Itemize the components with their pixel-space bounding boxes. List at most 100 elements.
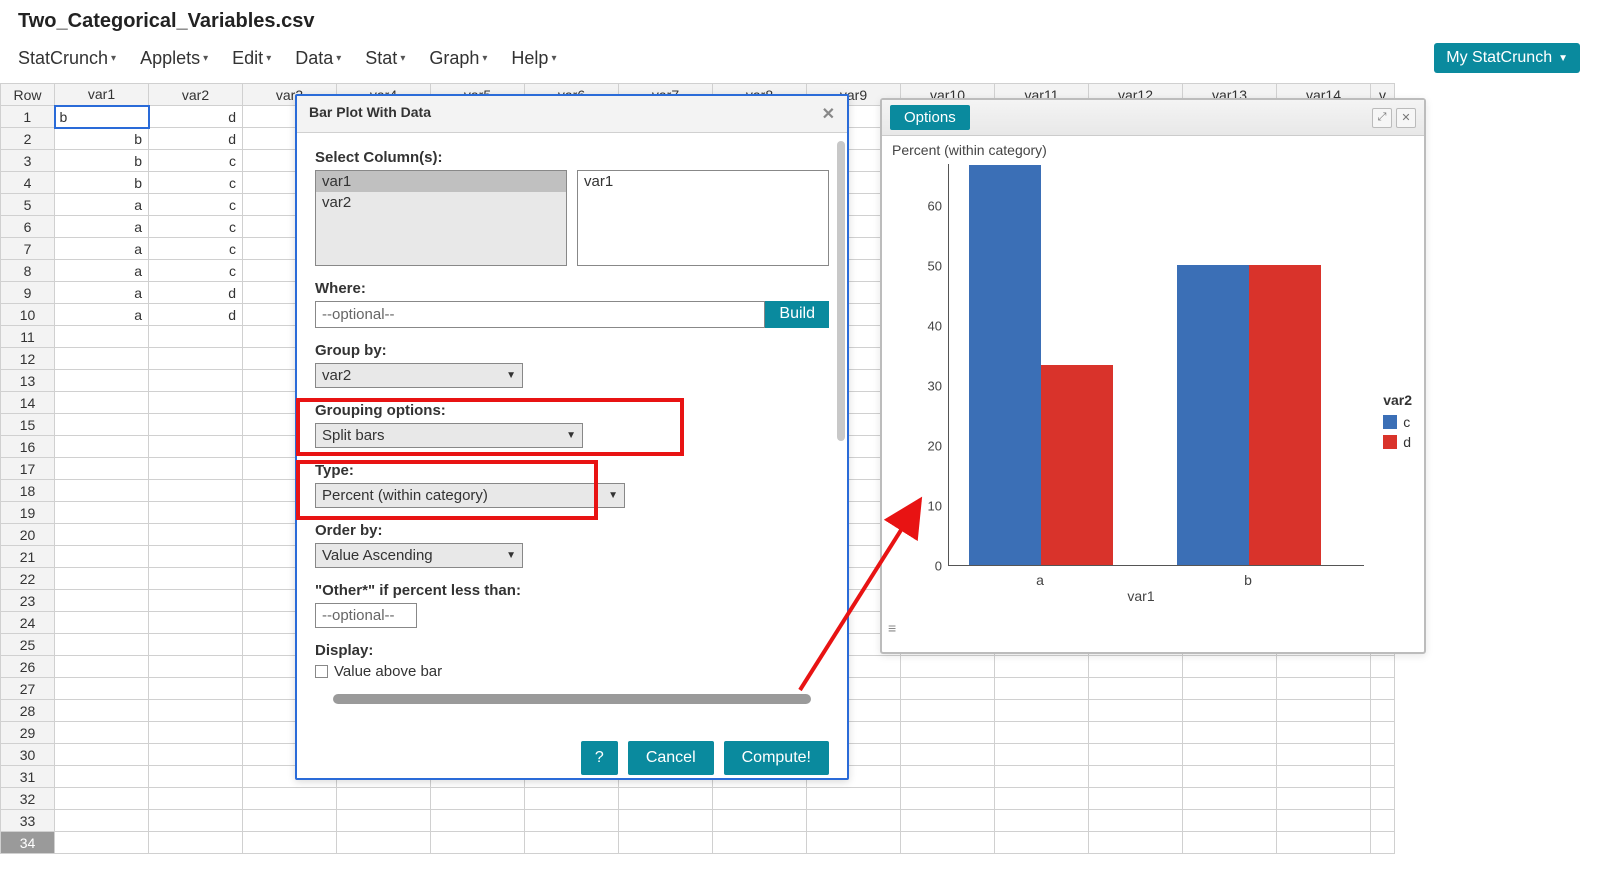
cell[interactable] xyxy=(149,722,243,744)
cell[interactable] xyxy=(995,832,1089,854)
list-option[interactable]: var2 xyxy=(316,192,566,213)
cell[interactable] xyxy=(713,810,807,832)
hamburger-icon[interactable]: ≡ xyxy=(888,620,896,636)
cell[interactable]: b xyxy=(55,128,149,150)
row-number[interactable]: 22 xyxy=(1,568,55,590)
cell[interactable] xyxy=(901,766,995,788)
row-number[interactable]: 25 xyxy=(1,634,55,656)
row-number[interactable]: 17 xyxy=(1,458,55,480)
row-number[interactable]: 6 xyxy=(1,216,55,238)
row-number[interactable]: 2 xyxy=(1,128,55,150)
cell[interactable] xyxy=(55,678,149,700)
cell[interactable] xyxy=(807,810,901,832)
cell[interactable] xyxy=(901,810,995,832)
cell[interactable] xyxy=(55,832,149,854)
list-option[interactable]: var1 xyxy=(316,171,566,192)
cell[interactable] xyxy=(149,502,243,524)
cell[interactable] xyxy=(149,524,243,546)
available-columns-list[interactable]: var1var2 xyxy=(315,170,567,266)
row-number[interactable]: 7 xyxy=(1,238,55,260)
cell[interactable] xyxy=(1183,722,1277,744)
cell[interactable] xyxy=(995,788,1089,810)
cell[interactable] xyxy=(995,700,1089,722)
menu-stat[interactable]: Stat▾ xyxy=(365,48,405,69)
help-button[interactable]: ? xyxy=(581,741,618,775)
cell[interactable] xyxy=(55,348,149,370)
row-number[interactable]: 10 xyxy=(1,304,55,326)
cell[interactable] xyxy=(431,832,525,854)
grouping-options-select[interactable]: Split bars▼ xyxy=(315,423,583,448)
row-number[interactable]: 13 xyxy=(1,370,55,392)
cell[interactable] xyxy=(1277,700,1371,722)
row-number[interactable]: 8 xyxy=(1,260,55,282)
row-number[interactable]: 9 xyxy=(1,282,55,304)
cell[interactable] xyxy=(55,568,149,590)
cell[interactable]: d xyxy=(149,106,243,128)
cell[interactable] xyxy=(1277,744,1371,766)
cancel-button[interactable]: Cancel xyxy=(628,741,714,775)
row-number[interactable]: 24 xyxy=(1,612,55,634)
chart-window-header[interactable]: Options ⤢ ✕ xyxy=(882,100,1424,136)
cell[interactable] xyxy=(149,458,243,480)
cell[interactable] xyxy=(55,634,149,656)
cell[interactable] xyxy=(995,766,1089,788)
cell[interactable] xyxy=(1371,788,1395,810)
cell[interactable] xyxy=(1371,722,1395,744)
cell[interactable] xyxy=(1089,722,1183,744)
row-number[interactable]: 11 xyxy=(1,326,55,348)
cell[interactable] xyxy=(901,832,995,854)
dialog-titlebar[interactable]: Bar Plot With Data ✕ xyxy=(297,96,847,133)
dialog-hscrollbar[interactable] xyxy=(333,694,811,704)
cell[interactable]: a xyxy=(55,238,149,260)
cell[interactable]: c xyxy=(149,216,243,238)
col-header[interactable]: var1 xyxy=(55,84,149,106)
cell[interactable] xyxy=(1277,678,1371,700)
cell[interactable] xyxy=(1089,766,1183,788)
cell[interactable] xyxy=(1183,700,1277,722)
cell[interactable]: c xyxy=(149,150,243,172)
cell[interactable]: d xyxy=(149,282,243,304)
menu-statcrunch[interactable]: StatCrunch▾ xyxy=(18,48,116,69)
cell[interactable] xyxy=(55,810,149,832)
row-number[interactable]: 32 xyxy=(1,788,55,810)
cell[interactable] xyxy=(1183,832,1277,854)
menu-help[interactable]: Help▾ xyxy=(511,48,556,69)
cell[interactable] xyxy=(149,656,243,678)
col-header[interactable]: var2 xyxy=(149,84,243,106)
cell[interactable] xyxy=(1183,766,1277,788)
row-number[interactable]: 14 xyxy=(1,392,55,414)
cell[interactable] xyxy=(431,810,525,832)
where-input[interactable]: --optional-- xyxy=(315,301,765,328)
cell[interactable] xyxy=(55,700,149,722)
row-number[interactable]: 23 xyxy=(1,590,55,612)
row-number[interactable]: 1 xyxy=(1,106,55,128)
cell[interactable]: c xyxy=(149,238,243,260)
cell[interactable] xyxy=(1371,678,1395,700)
cell[interactable] xyxy=(1089,678,1183,700)
group-by-select[interactable]: var2▼ xyxy=(315,363,523,388)
row-number[interactable]: 28 xyxy=(1,700,55,722)
cell[interactable] xyxy=(55,502,149,524)
cell[interactable] xyxy=(243,832,337,854)
row-number[interactable]: 3 xyxy=(1,150,55,172)
cell[interactable]: d xyxy=(149,304,243,326)
cell[interactable] xyxy=(995,722,1089,744)
cell[interactable] xyxy=(619,810,713,832)
cell[interactable] xyxy=(525,810,619,832)
cell[interactable] xyxy=(713,832,807,854)
row-number[interactable]: 26 xyxy=(1,656,55,678)
cell[interactable] xyxy=(149,700,243,722)
cell[interactable] xyxy=(901,788,995,810)
cell[interactable] xyxy=(337,810,431,832)
cell[interactable]: a xyxy=(55,216,149,238)
row-number[interactable]: 18 xyxy=(1,480,55,502)
cell[interactable] xyxy=(1089,810,1183,832)
cell[interactable] xyxy=(1183,656,1277,678)
dialog-scrollbar[interactable] xyxy=(837,141,845,441)
options-button[interactable]: Options xyxy=(890,105,970,130)
cell[interactable] xyxy=(55,524,149,546)
cell[interactable] xyxy=(149,392,243,414)
cell[interactable]: c xyxy=(149,194,243,216)
cell[interactable] xyxy=(55,370,149,392)
cell[interactable] xyxy=(55,788,149,810)
